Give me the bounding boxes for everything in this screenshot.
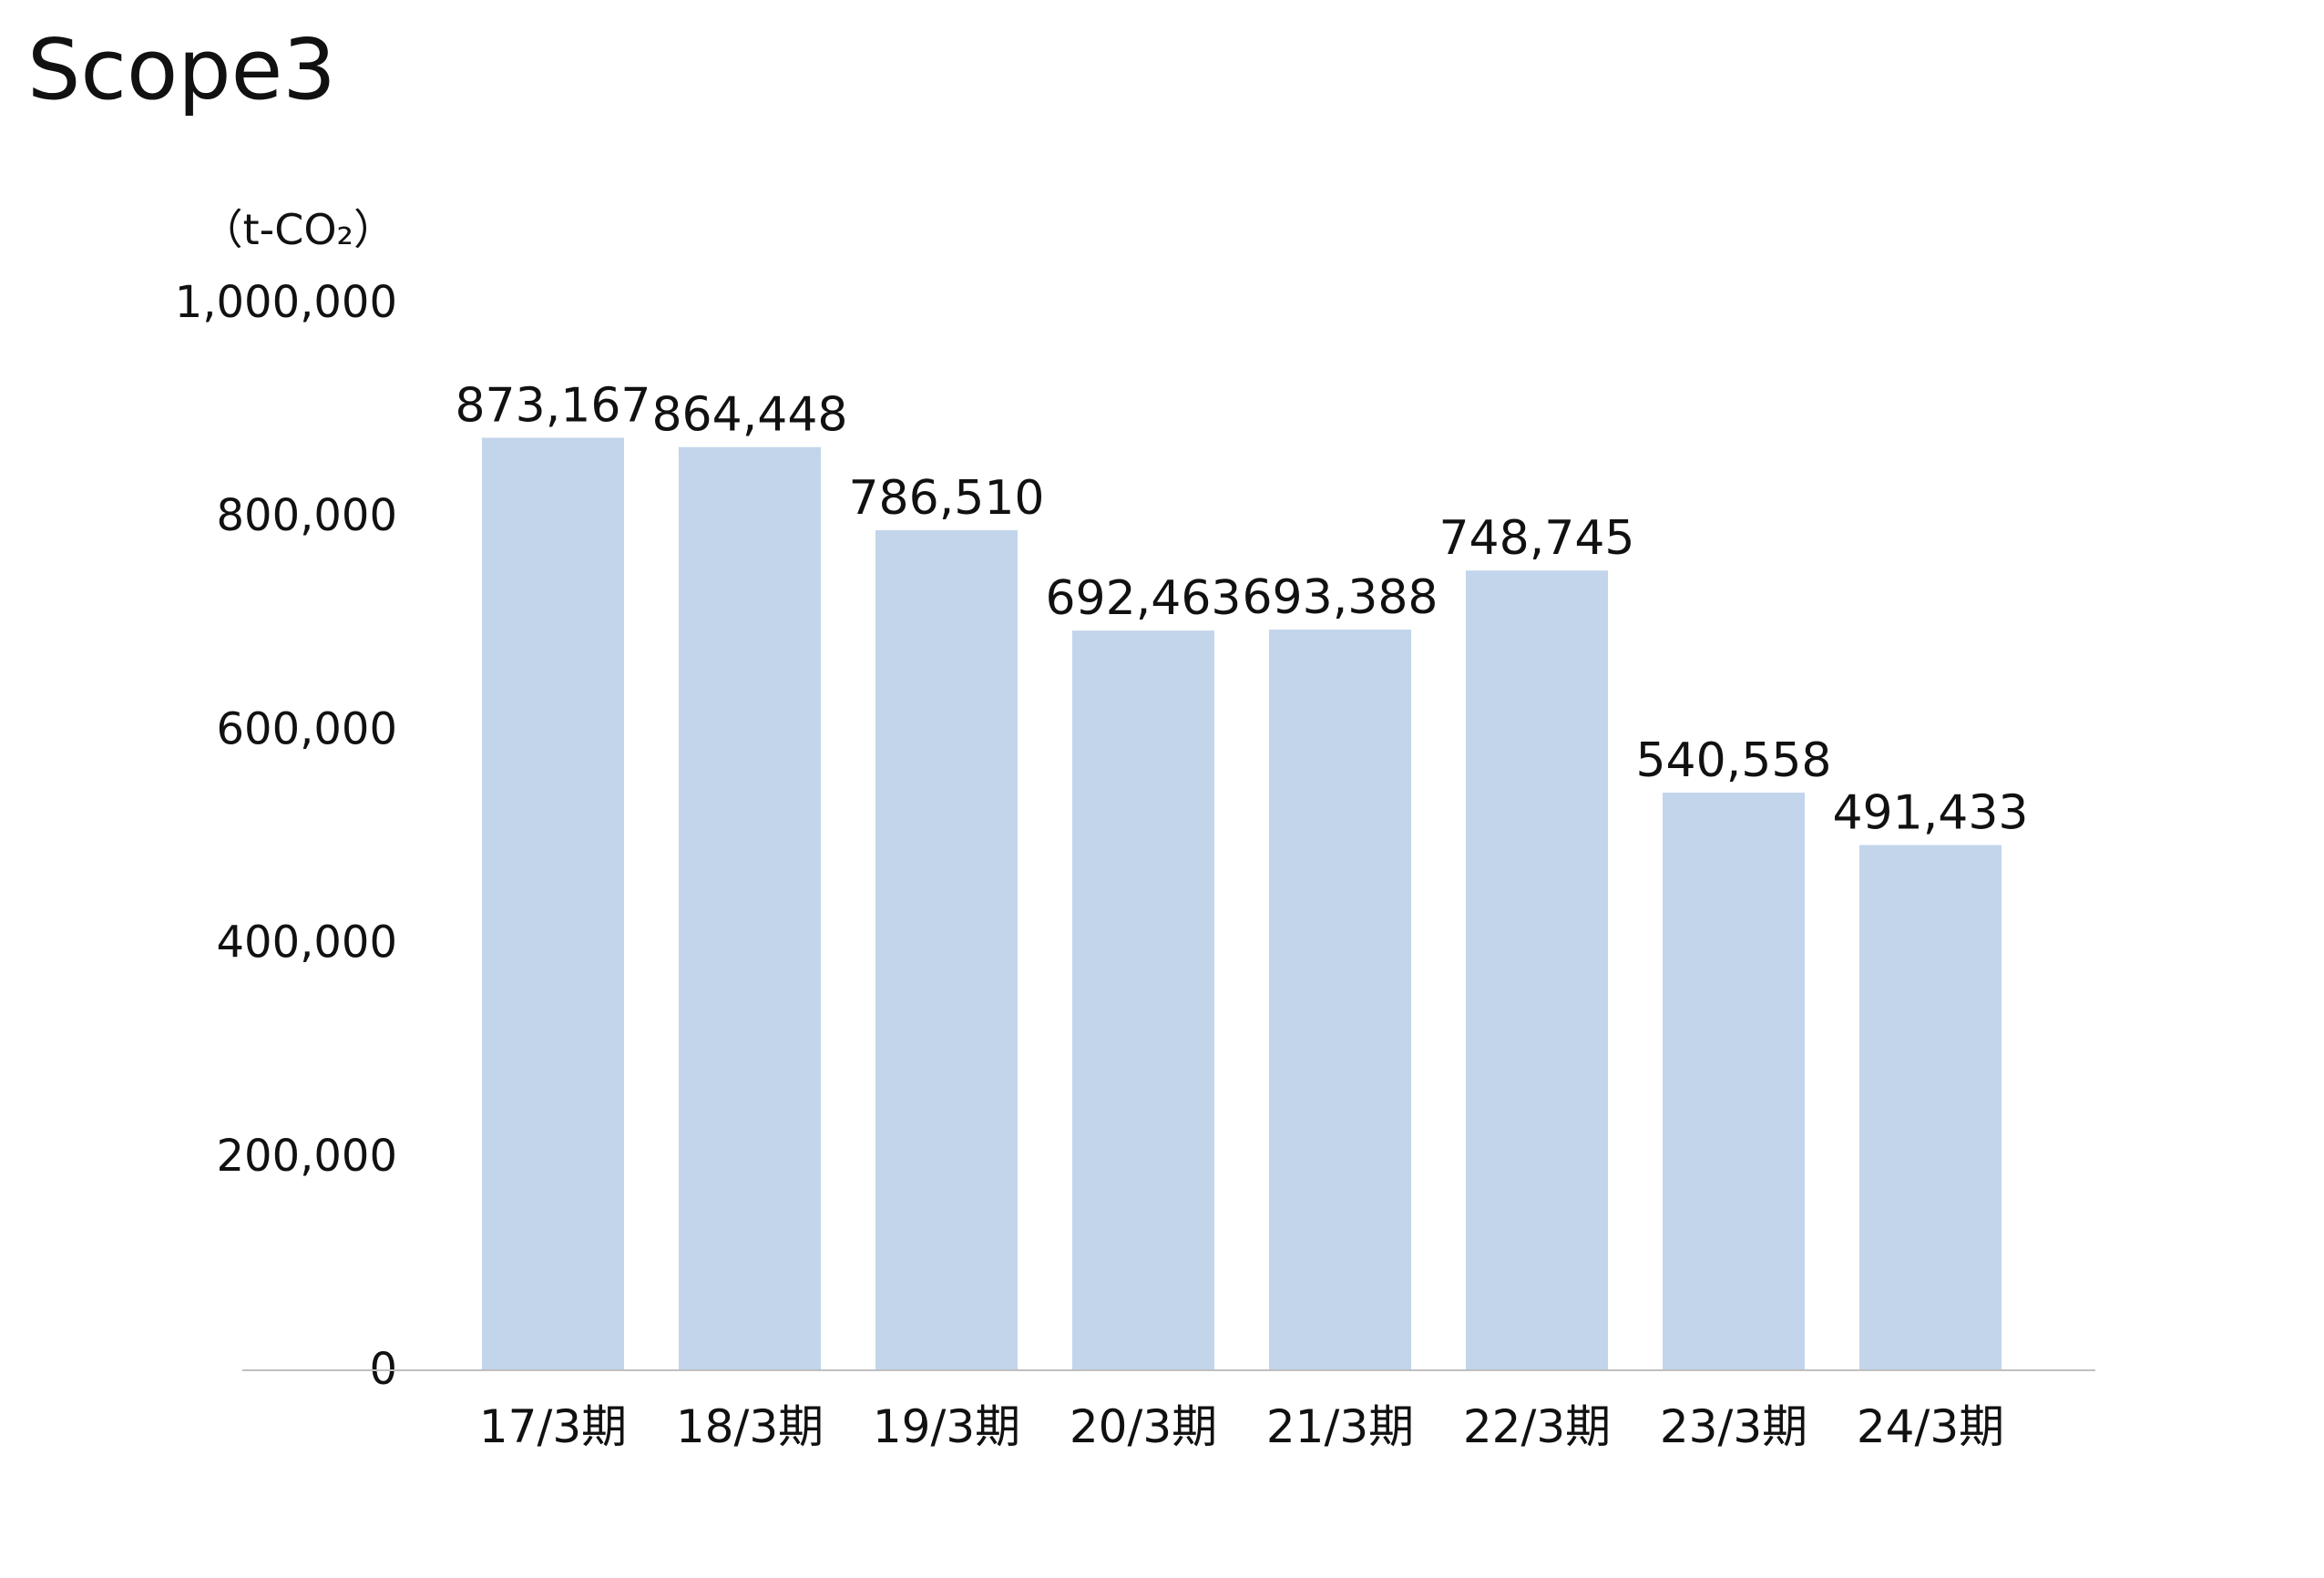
bar-value-label: 748,745	[1438, 511, 1634, 566]
x-tick-label: 21/3期	[1266, 1400, 1414, 1453]
y-tick-label: 800,000	[217, 490, 398, 541]
page-title: Scope3	[27, 21, 336, 118]
x-tick-label: 17/3期	[479, 1400, 627, 1453]
bar-value-label: 491,433	[1832, 786, 2028, 841]
bar	[875, 529, 1018, 1369]
bar-value-label: 693,388	[1242, 570, 1438, 625]
bars-group	[482, 437, 2002, 1369]
bar	[679, 446, 821, 1369]
bar	[1859, 845, 2002, 1369]
bar	[1269, 630, 1411, 1369]
x-tick-label: 23/3期	[1660, 1400, 1807, 1453]
x-tick-label: 20/3期	[1070, 1400, 1217, 1453]
bar-value-label: 873,167	[455, 379, 650, 434]
bar-value-label: 692,463	[1045, 571, 1241, 626]
x-tick-label: 22/3期	[1463, 1400, 1611, 1453]
bar-value-label: 540,558	[1635, 733, 1831, 788]
y-tick-label: 200,000	[217, 1131, 398, 1182]
x-tick-label: 24/3期	[1857, 1400, 2004, 1453]
y-tick-label: 1,000,000	[175, 277, 397, 328]
x-axis-ticks: 17/3期 18/3期 19/3期 20/3期 21/3期 22/3期 23/3期 24/3期	[479, 1400, 2004, 1453]
y-axis-unit-label: （t-CO₂）	[201, 205, 395, 254]
x-tick-label: 18/3期	[676, 1400, 824, 1453]
bar	[1663, 793, 1805, 1369]
x-tick-label: 19/3期	[873, 1400, 1020, 1453]
y-tick-label: 400,000	[217, 917, 398, 968]
bar	[1466, 570, 1608, 1369]
bar	[482, 437, 624, 1369]
y-tick-label: 600,000	[217, 703, 398, 754]
bar-value-label: 786,510	[848, 471, 1044, 526]
bar	[1072, 630, 1214, 1369]
bar-value-label: 864,448	[651, 388, 847, 443]
